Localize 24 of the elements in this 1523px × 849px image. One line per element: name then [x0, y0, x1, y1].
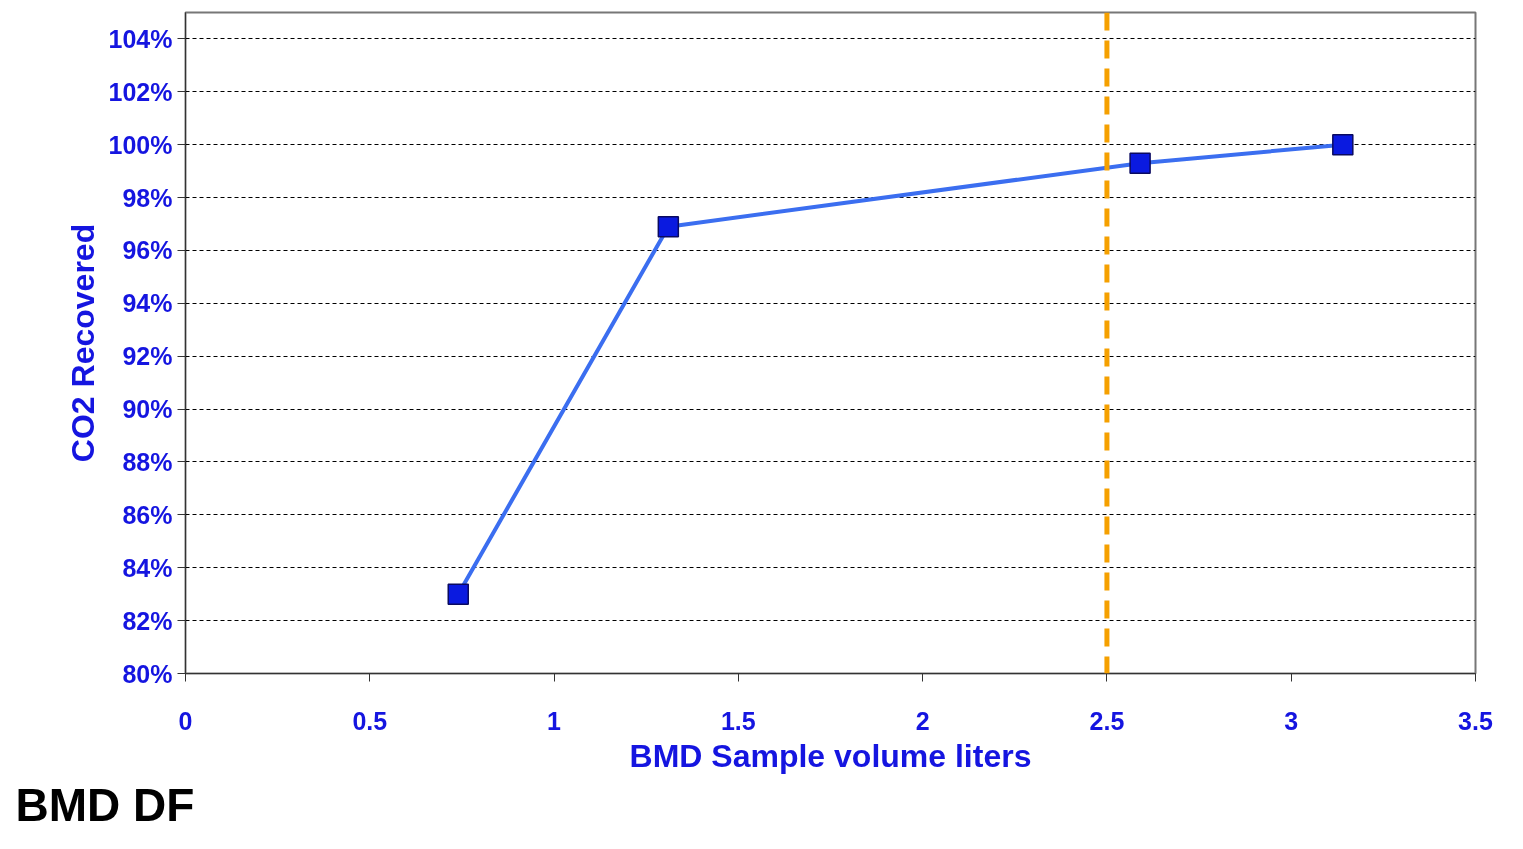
y-tick-label: 82%	[122, 606, 173, 635]
x-tick-label: 1	[547, 706, 562, 735]
y-tick-label: 80%	[122, 659, 173, 688]
y-tick-label: 98%	[122, 183, 173, 212]
x-tick-label: 0	[178, 706, 193, 735]
y-tick-label: 88%	[122, 447, 173, 476]
y-axis-title: CO2 Recovered	[64, 223, 101, 463]
y-tick-label: 100%	[108, 130, 173, 159]
x-tick-label: 2.5	[1089, 706, 1125, 735]
text: BMD DF	[15, 778, 195, 831]
x-tick-label: 1.5	[720, 706, 756, 735]
y-tick-label: 104%	[108, 24, 173, 53]
y-tick-label: 90%	[122, 395, 173, 424]
x-tick-label: 2	[915, 706, 930, 735]
x-tick-label: 3.5	[1458, 706, 1493, 735]
y-tick-label: 86%	[122, 500, 173, 529]
y-tick-label: 84%	[122, 553, 173, 582]
y-tick-label: 92%	[122, 342, 173, 371]
y-tick-label: 102%	[108, 77, 173, 106]
x-axis-title: BMD Sample volume liters	[629, 737, 1032, 774]
x-tick-label: 3	[1284, 706, 1299, 735]
x-tick-label: 0.5	[352, 706, 388, 735]
y-tick-label: 96%	[122, 236, 173, 265]
y-tick-label: 94%	[122, 289, 173, 318]
